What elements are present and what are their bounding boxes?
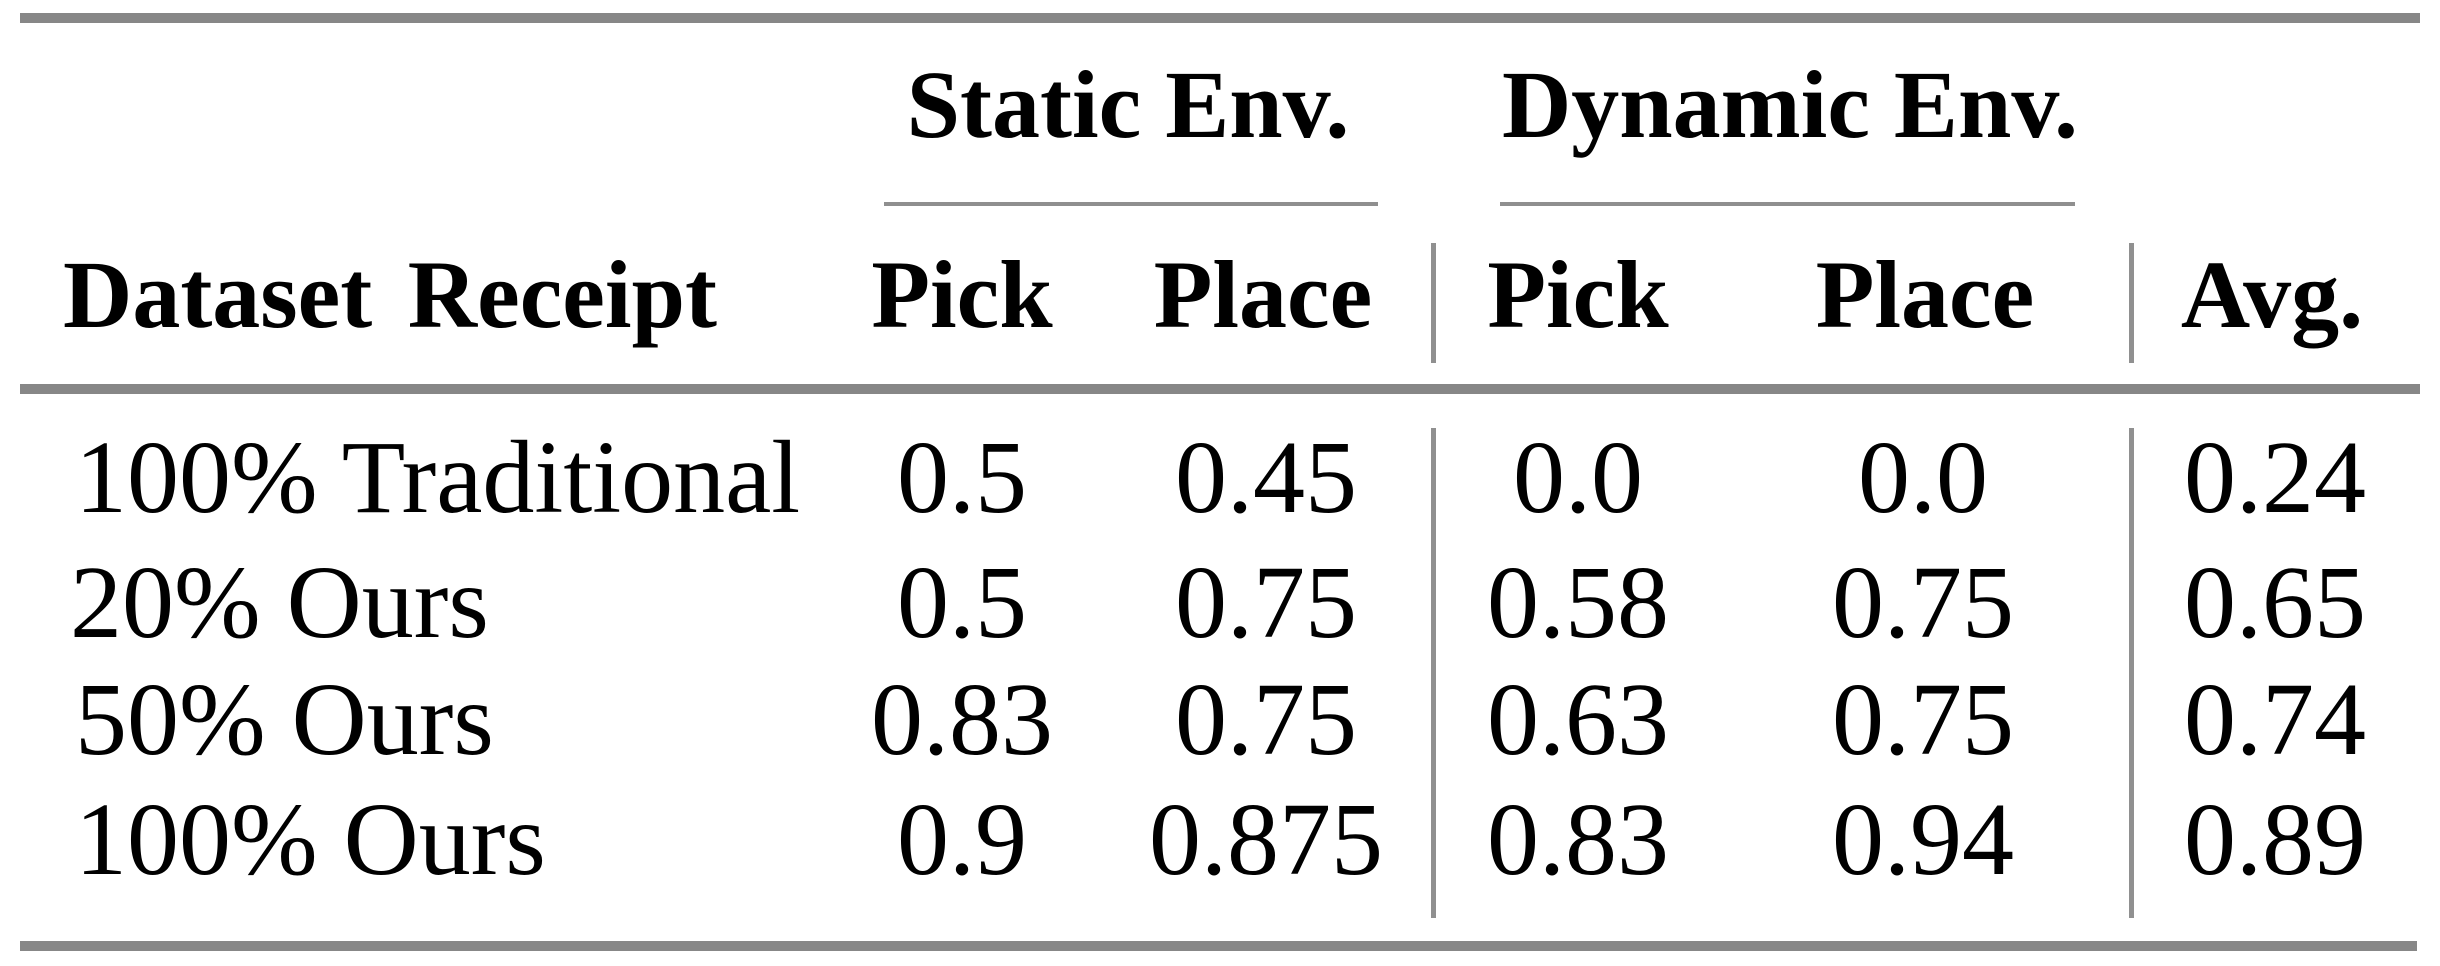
vertical-rule-static-dynamic-header	[1431, 243, 1436, 363]
row-label: 100% Ours	[75, 782, 546, 897]
vertical-rule-dynamic-avg-header	[2129, 243, 2134, 363]
cell-static-pick: 0.9	[897, 782, 1027, 897]
column-group-dynamic: Dynamic Env.	[1501, 51, 2079, 158]
top-rule	[20, 13, 2420, 23]
row-label: 100% Traditional	[75, 420, 801, 535]
cell-static-place: 0.75	[1175, 545, 1357, 660]
cell-dynamic-pick: 0.0	[1513, 420, 1643, 535]
dynamic-group-underline	[1500, 202, 2075, 206]
column-header-dynamic-pick: Pick	[1487, 241, 1669, 348]
cell-dynamic-place: 0.75	[1832, 545, 2014, 660]
cell-avg: 0.74	[2184, 662, 2366, 777]
column-header-avg: Avg.	[2180, 241, 2364, 348]
vertical-rule-static-dynamic-body	[1431, 428, 1436, 918]
row-label: 20% Ours	[70, 545, 489, 660]
cell-dynamic-place: 0.94	[1832, 782, 2014, 897]
column-header-static-pick: Pick	[871, 241, 1053, 348]
cell-static-place: 0.875	[1149, 782, 1383, 897]
column-header-dynamic-place: Place	[1815, 241, 2035, 348]
column-group-static: Static Env.	[906, 51, 1350, 158]
cell-static-place: 0.45	[1175, 420, 1357, 535]
cell-avg: 0.24	[2184, 420, 2366, 535]
static-group-underline	[884, 202, 1378, 206]
cell-static-pick: 0.5	[897, 545, 1027, 660]
cell-dynamic-place: 0.75	[1832, 662, 2014, 777]
row-label: 50% Ours	[75, 662, 494, 777]
cell-static-place: 0.75	[1175, 662, 1357, 777]
vertical-rule-dynamic-avg-body	[2129, 428, 2134, 918]
column-header-static-place: Place	[1153, 241, 1373, 348]
column-header-dataset-receipt: Dataset Receipt	[63, 241, 717, 348]
cell-static-pick: 0.5	[897, 420, 1027, 535]
bottom-rule	[20, 941, 2417, 951]
cell-dynamic-pick: 0.83	[1487, 782, 1669, 897]
cell-avg: 0.89	[2184, 782, 2366, 897]
cell-dynamic-pick: 0.58	[1487, 545, 1669, 660]
cell-static-pick: 0.83	[871, 662, 1053, 777]
cell-dynamic-place: 0.0	[1858, 420, 1988, 535]
cell-avg: 0.65	[2184, 545, 2366, 660]
header-mid-rule	[20, 384, 2420, 394]
cell-dynamic-pick: 0.63	[1487, 662, 1669, 777]
